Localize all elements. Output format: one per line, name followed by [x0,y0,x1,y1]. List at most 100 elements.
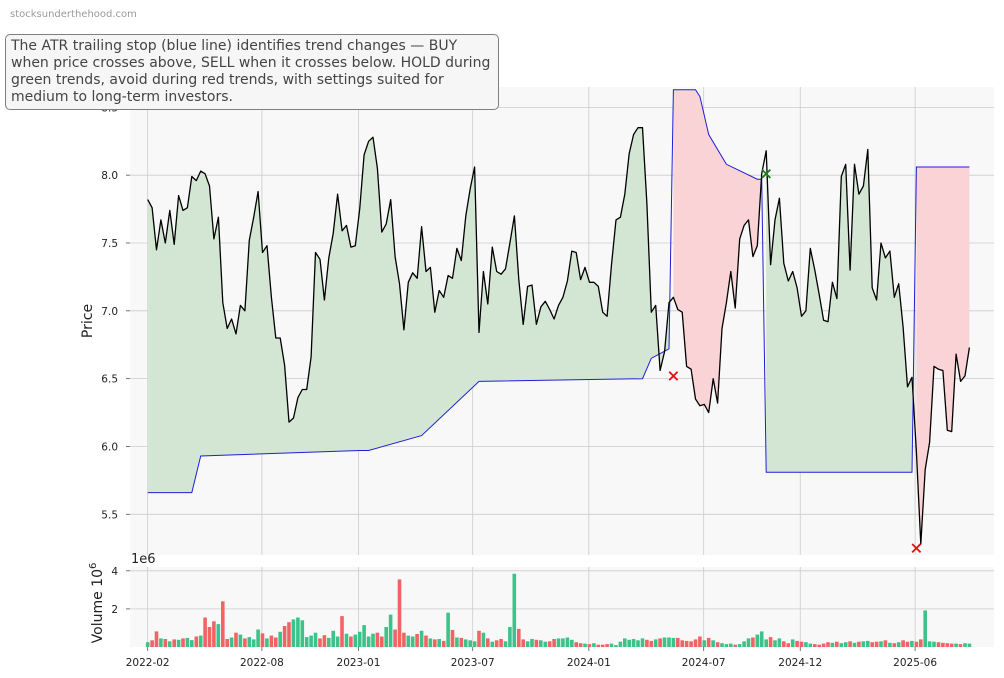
volume-bar [446,612,450,647]
volume-bar [609,643,614,647]
volume-bar [742,641,746,647]
volume-bar [145,642,150,647]
volume-bar [879,641,883,647]
volume-bar [207,627,212,647]
volume-bar [795,640,799,647]
volume-bar [870,642,874,647]
volume-bar [172,639,176,647]
volume-bar [468,640,472,647]
volume-bar [715,642,720,647]
volume-bar [927,641,932,647]
strategy-annotation: The ATR trailing stop (blue line) identi… [5,34,499,110]
volume-bar [455,637,459,647]
volume-bar [428,638,433,647]
volume-bar [967,643,972,647]
x-tick-label: 2023-07 [451,657,495,669]
volume-bar [954,643,958,647]
volume-bar [154,631,159,647]
volume-bar [808,643,813,647]
volume-bar [287,622,291,647]
volume-bar [941,642,945,647]
volume-bar [556,638,561,647]
volume-bar [375,632,380,647]
volume-bar [799,641,804,647]
volume-bar [605,644,609,647]
sell-signal-marker [668,371,679,381]
volume-bar [596,644,601,647]
volume-bar [561,638,565,647]
uptrend-fill [147,127,669,493]
volume-bar [357,631,362,647]
volume-bar [393,629,397,647]
volume-bar [839,643,844,647]
price-y-tick-label: 6.0 [101,441,118,453]
volume-bar [490,641,495,647]
volume-bar [751,637,755,647]
sell-marker-stroke [911,543,922,554]
buy-signal-marker [761,168,772,179]
volume-bar [623,638,627,647]
volume-y-tick-label: 4 [111,566,118,578]
trailing-stop-line [147,89,970,494]
volume-bar [539,640,543,647]
volume-axis-label-text: Volume 10 [90,569,106,643]
volume-bar [477,630,481,647]
volume-bar [185,637,190,647]
volume-bar [813,644,817,647]
signal-marker-layer [668,168,922,554]
volume-bar [269,635,274,647]
volume-bar [892,643,897,647]
volume-bar [857,641,861,647]
volume-bar [680,640,684,647]
volume-bar [658,638,662,647]
volume-bar [304,637,309,647]
volume-offset-label: 1e6 [131,552,156,567]
volume-bar [282,626,287,647]
axis-label-layer: 2022-02 2022-08 2023-01 2023-07 2024-01 2024-… [80,102,937,669]
volume-bar [826,642,830,647]
volume-bar [410,636,415,647]
volume-bar [437,639,441,647]
volume-bar [229,637,234,647]
price-y-tick-label: 6.5 [101,374,118,386]
volume-bar [198,635,203,647]
volume-bar [503,641,508,647]
volume-bar [923,610,927,647]
volume-bar [653,639,658,647]
volume-bar [494,640,499,647]
volume-bar [945,643,950,647]
price-y-tick-label: 8.0 [101,170,118,182]
downtrend-fill [916,167,970,545]
volume-bar [274,637,278,647]
volume-bar [260,633,265,647]
volume-bar [291,619,296,647]
volume-bar [318,638,322,647]
volume-bar [676,637,680,647]
volume-bar [450,629,455,647]
volume-bar [618,641,623,647]
volume-bar [190,640,194,647]
volume-bar [901,640,905,647]
volume-bar [402,632,406,647]
buy-marker-stroke [761,168,772,179]
volume-bar [817,644,821,647]
price-line [147,127,971,545]
volume-bar [362,625,366,647]
volume-bar [552,639,556,647]
volume-bar [234,632,238,647]
volume-bar [883,640,888,647]
volume-bar [499,639,503,647]
volume-bar [835,641,839,647]
volume-bar [366,636,371,647]
volume-bar [322,635,327,647]
volume-bar [782,641,786,647]
volume-bar [910,640,914,647]
volume-bar [371,633,375,647]
volume-bar [830,642,835,647]
volume-bar [905,641,910,647]
volume-bar [547,641,552,647]
volume-bar [671,637,676,647]
volume-bar [768,637,773,647]
volume-bar [441,640,446,647]
